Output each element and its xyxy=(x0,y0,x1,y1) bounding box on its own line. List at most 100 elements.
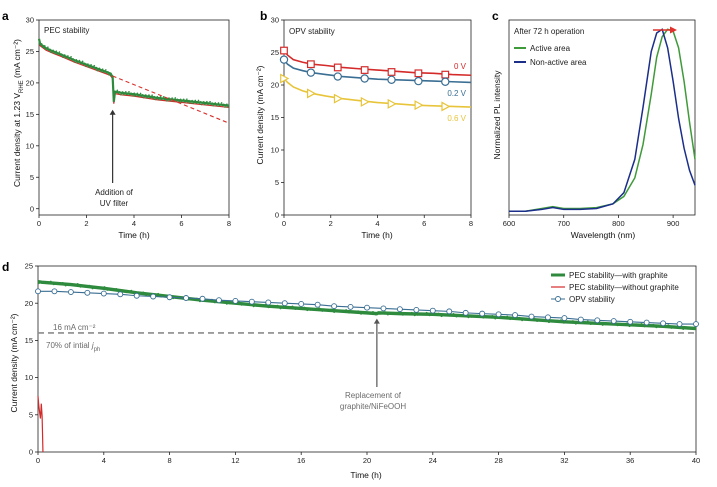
panel-a-noise-77 xyxy=(119,93,122,96)
panel-d-noise-72 xyxy=(252,305,255,308)
panel-b-series-0-marker-5 xyxy=(414,69,423,78)
panel-d-ylabel: Current density (mA cm⁻²) xyxy=(9,313,19,412)
panel-d-noise-30 xyxy=(127,289,130,292)
panel-d-opv-marker-39 xyxy=(676,321,683,327)
panel-a-noise-89 xyxy=(132,93,134,96)
panel-d-opv-marker-21 xyxy=(380,305,387,312)
panel-a-noise-11 xyxy=(50,51,52,54)
panel-a-noise-171 xyxy=(218,104,221,107)
panel-d-opv-marker-37 xyxy=(643,319,650,326)
panel-a-noise-54 xyxy=(95,66,98,69)
panel-d-noise-68 xyxy=(240,303,243,306)
panel-a-noise-44 xyxy=(85,65,87,68)
panel-d-xtick-label-0: 0 xyxy=(36,456,40,465)
panel-d-opv-marker-24 xyxy=(429,307,436,314)
panel-a-noise-92 xyxy=(135,93,138,96)
panel-a-noise-165 xyxy=(212,104,215,107)
panel-a-noise-55 xyxy=(96,69,99,72)
panel-d-noise-59 xyxy=(213,301,216,304)
panel-a-noise-91 xyxy=(134,95,137,97)
panel-b-series-1-marker-6 xyxy=(441,77,450,86)
panel-d-noise-93 xyxy=(315,307,318,310)
panel-d-noise-139 xyxy=(452,312,455,315)
panel-a-noise-10 xyxy=(49,48,51,51)
panel-b-series-0-marker-1 xyxy=(306,60,315,69)
panel-d-opv-marker-0 xyxy=(35,288,41,295)
panel-a-noise-154 xyxy=(200,103,203,106)
panel-a-noise-59 xyxy=(100,69,103,72)
panel-a-noise-40 xyxy=(80,61,83,64)
panel-c-series-1-line xyxy=(509,28,696,213)
panel-d-opv-marker-9 xyxy=(183,295,190,301)
panel-c-legend-label-0: Active area xyxy=(530,44,571,53)
panel-d-noise-196 xyxy=(622,323,625,326)
panel-a-noise-174 xyxy=(221,104,224,107)
panel-a-noise-51 xyxy=(92,65,94,68)
panel-a-noise-164 xyxy=(211,102,213,104)
panel-a-noise-57 xyxy=(98,67,101,70)
panel-d-noise-198 xyxy=(628,325,631,328)
panel-d-noise-205 xyxy=(649,324,652,327)
panel-a-noise-81 xyxy=(123,92,126,95)
panel-d-noise-150 xyxy=(485,316,488,319)
panel-a-noise-119 xyxy=(163,98,166,101)
panel-d-noise-120 xyxy=(395,311,398,314)
panel-a-noise-6 xyxy=(44,48,47,50)
panel-b-ytick-label-10: 10 xyxy=(271,146,279,155)
panel-d-noise-64 xyxy=(228,302,231,305)
panel-a-noise-62 xyxy=(103,70,106,72)
panel-d-noise-116 xyxy=(383,311,386,314)
panel-d-noise-190 xyxy=(604,323,607,326)
panel-a-noise-146 xyxy=(192,102,194,105)
panel-d-ytick-label-15: 15 xyxy=(25,336,33,345)
panel-d-noise-141 xyxy=(458,314,461,317)
panel-a-noise-177 xyxy=(225,104,227,107)
panel-a-noise-66 xyxy=(108,74,110,76)
panel-d-noise-147 xyxy=(476,314,479,317)
panel-a-noise-153 xyxy=(199,100,202,103)
panel-a-noise-112 xyxy=(156,96,159,98)
panel-a-noise-64 xyxy=(106,72,108,74)
panel-d-ytick-label-10: 10 xyxy=(25,373,33,382)
panel-d-noise-218 xyxy=(688,327,691,330)
panel-a-noise-13 xyxy=(52,49,54,52)
panel-d-noise-73 xyxy=(255,304,258,307)
panel-b-series-0-marker-0 xyxy=(280,46,288,55)
panel-d-noise-186 xyxy=(592,322,595,325)
panel-d-noise-104 xyxy=(348,311,351,314)
panel-a-noise-126 xyxy=(171,97,173,99)
panel-d-noise-212 xyxy=(670,326,673,329)
panel-a-ylabel: Current density at 1.23 VRHE (mA cm⁻²) xyxy=(12,39,25,187)
panel-d-noise-159 xyxy=(512,317,515,320)
panel-a-noise-145 xyxy=(191,99,193,102)
panel-a-noise-50 xyxy=(91,67,93,69)
panel-a-noise-36 xyxy=(76,61,79,64)
panel-a-arrow-head xyxy=(109,109,116,115)
panel-d-noise-101 xyxy=(339,310,342,313)
panel-d-noise-99 xyxy=(333,310,336,313)
panel-d-noise-86 xyxy=(294,308,297,311)
panel-b-frame xyxy=(283,19,472,216)
panel-a-noise-118 xyxy=(162,95,165,98)
panel-d-opv-marker-40 xyxy=(693,321,699,327)
panel-a-noise-27 xyxy=(67,55,69,57)
panel-d-annotation-line1: Replacement of xyxy=(345,391,402,400)
panel-d-noise-216 xyxy=(682,327,685,330)
panel-a-noise-157 xyxy=(203,103,206,106)
panel-a-noise-8 xyxy=(47,46,49,48)
panel-b-series-0-marker-2 xyxy=(333,63,342,72)
panel-a-noise-133 xyxy=(178,99,181,102)
panel-d-noise-151 xyxy=(488,315,491,318)
panel-b-series-1-marker-0 xyxy=(279,55,289,64)
panel-a-noise-117 xyxy=(161,97,164,99)
panel-a-noise-166 xyxy=(213,103,216,106)
panel-b-series-2-marker-1 xyxy=(306,88,317,99)
panel-d-noise-177 xyxy=(565,321,568,324)
panel-d-plot: 0 4 8 12 16 20 24 28 32 36 40 0 5 10 15 20 25 PEC stabili… xyxy=(25,262,701,465)
panel-d-noise-172 xyxy=(550,320,553,323)
panel-d-noise-107 xyxy=(357,310,360,313)
panel-a-noise-137 xyxy=(182,98,185,101)
panel-d-opv-marker-11 xyxy=(215,297,222,304)
panel-a-noise-96 xyxy=(139,92,142,95)
panel-a-frame xyxy=(38,19,230,216)
